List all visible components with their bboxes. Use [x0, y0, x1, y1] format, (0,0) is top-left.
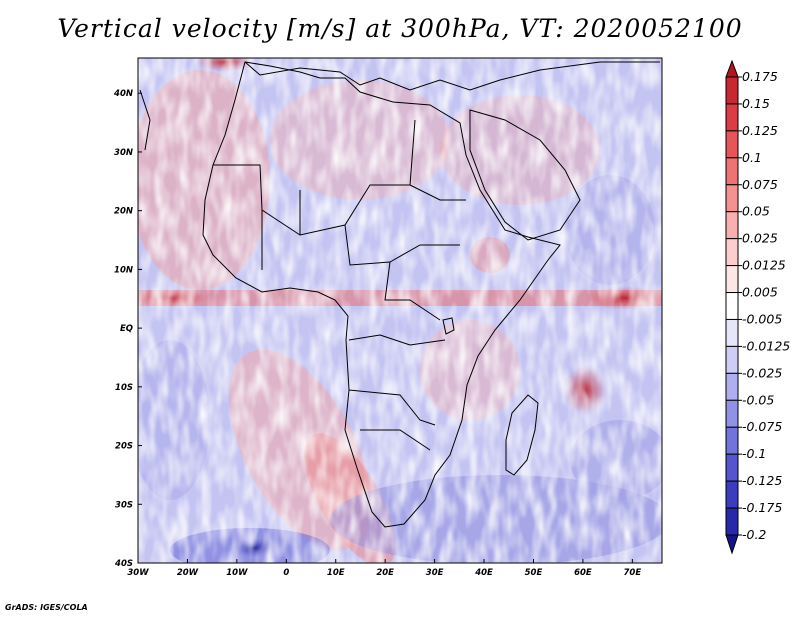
- colorbar-swatch: [725, 211, 739, 240]
- x-tick-label: 30W: [127, 568, 149, 578]
- colorbar-label: -0.05: [742, 392, 774, 407]
- colorbar-label: 0.005: [742, 285, 778, 300]
- colorbar-label: -0.175: [742, 500, 782, 515]
- colorbar-arrow-bottom: [725, 534, 739, 555]
- y-tick-label: 20N: [114, 207, 133, 217]
- colorbar-swatch: [725, 292, 739, 320]
- colorbar-label: 0.175: [742, 69, 778, 84]
- velocity-field: [138, 58, 662, 563]
- coastline-outlines: [139, 61, 660, 528]
- x-tick-label: 60E: [574, 568, 592, 578]
- x-tick-label: 0: [283, 568, 289, 578]
- colorbar-swatch: [725, 238, 739, 267]
- colorbar-label: -0.075: [742, 419, 782, 434]
- colorbar-label: 0.15: [742, 96, 770, 111]
- x-tick-label: 20W: [177, 568, 199, 578]
- x-tick-label: 50E: [525, 568, 543, 578]
- colorbar-label: 0.1: [742, 150, 762, 165]
- colorbar-swatch: [725, 345, 739, 374]
- x-tick-label: 10W: [226, 568, 248, 578]
- x-tick-label: 40E: [474, 568, 493, 578]
- colorbar-label: -0.0125: [742, 338, 790, 353]
- y-tick-label: 30S: [115, 500, 133, 510]
- colorbar-swatch: [725, 372, 739, 401]
- colorbar-swatch: [725, 480, 739, 509]
- colorbar-swatch: [725, 507, 739, 536]
- colorbar-label: -0.1: [742, 446, 766, 461]
- color-legend: 0.175 0.15 0.125 0.1 0.075 0.05 0.025 0.0125 0.0…: [725, 59, 790, 555]
- colorbar-label: -0.005: [742, 311, 782, 326]
- colorbar-label: 0.075: [742, 177, 778, 192]
- map-title: Vertical velocity [m/s] at 300hPa, VT: 2…: [57, 14, 743, 43]
- colorbar-swatch: [725, 318, 739, 347]
- colorbar-swatch: [725, 184, 739, 213]
- y-tick-label: 20S: [115, 442, 133, 452]
- longitude-axis: 30W 20W 10W 0 10E 20E 30E 40E 50E 60E 70E: [127, 559, 641, 578]
- map-frame: [137, 57, 663, 564]
- colorbar-label: 0.025: [742, 231, 778, 246]
- colorbar-label: 0.125: [742, 123, 778, 138]
- y-tick-label: 30N: [114, 148, 133, 158]
- y-tick-label: 40N: [113, 89, 133, 99]
- colorbar-label: 0.05: [742, 204, 770, 219]
- y-tick-label: 40S: [114, 559, 133, 569]
- colorbar-swatch: [725, 399, 739, 428]
- colorbar-label: -0.025: [742, 365, 782, 380]
- x-tick-label: 10E: [327, 568, 345, 578]
- colorbar-swatch: [725, 426, 739, 455]
- colorbar-label: 0.0125: [742, 258, 786, 273]
- colorbar-swatch: [725, 76, 739, 105]
- colorbar-arrow-top: [725, 59, 739, 78]
- y-tick-label: 10S: [115, 383, 133, 393]
- colorbar-label: -0.125: [742, 473, 782, 488]
- grads-credit: GrADS: IGES/COLA: [5, 603, 88, 612]
- latitude-axis: 40N 30N 20N 10N EQ 10S 20S 30S 40S: [113, 89, 142, 569]
- colorbar-swatch: [725, 265, 739, 294]
- colorbar-swatch: [725, 103, 739, 132]
- colorbar-swatch: [725, 157, 739, 186]
- colorbar-label: -0.2: [742, 527, 766, 542]
- x-tick-label: 70E: [624, 568, 642, 578]
- y-tick-label: 10N: [114, 265, 133, 275]
- colorbar-swatch: [725, 453, 739, 482]
- y-tick-label: EQ: [120, 324, 133, 334]
- x-tick-label: 20E: [376, 568, 394, 578]
- x-tick-label: 30E: [426, 568, 444, 578]
- colorbar-swatch: [725, 130, 739, 159]
